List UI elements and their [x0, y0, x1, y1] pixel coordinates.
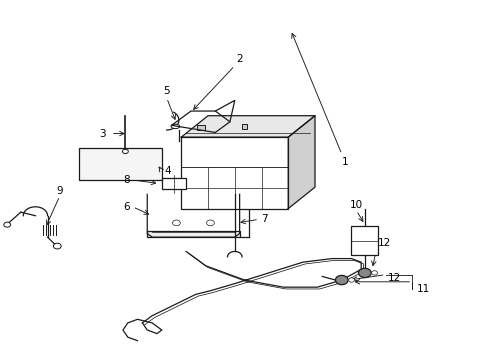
- Text: 4: 4: [164, 166, 170, 176]
- Circle shape: [206, 220, 214, 226]
- Text: 3: 3: [99, 129, 106, 139]
- Circle shape: [172, 220, 180, 226]
- Bar: [351, 226, 377, 255]
- Ellipse shape: [171, 124, 180, 129]
- Bar: [241, 124, 247, 129]
- Text: 12: 12: [377, 238, 391, 248]
- Circle shape: [4, 222, 11, 227]
- Text: 7: 7: [261, 214, 267, 224]
- Bar: [181, 137, 287, 208]
- Circle shape: [371, 271, 377, 275]
- Circle shape: [348, 278, 354, 282]
- Bar: [162, 178, 186, 189]
- Polygon shape: [181, 116, 314, 137]
- Text: 8: 8: [123, 175, 130, 185]
- Text: 1: 1: [291, 33, 347, 167]
- Text: 6: 6: [123, 202, 130, 212]
- Text: 2: 2: [236, 54, 243, 64]
- Text: 12: 12: [387, 273, 400, 283]
- Circle shape: [122, 149, 128, 154]
- Text: 10: 10: [349, 200, 362, 210]
- Text: 9: 9: [56, 186, 63, 196]
- Text: 5: 5: [163, 86, 170, 96]
- Circle shape: [358, 268, 370, 278]
- Text: 11: 11: [416, 284, 429, 294]
- Bar: [79, 148, 162, 180]
- Circle shape: [53, 243, 61, 249]
- Circle shape: [335, 275, 347, 285]
- Bar: [147, 231, 239, 237]
- Polygon shape: [287, 116, 314, 208]
- Bar: [197, 125, 204, 130]
